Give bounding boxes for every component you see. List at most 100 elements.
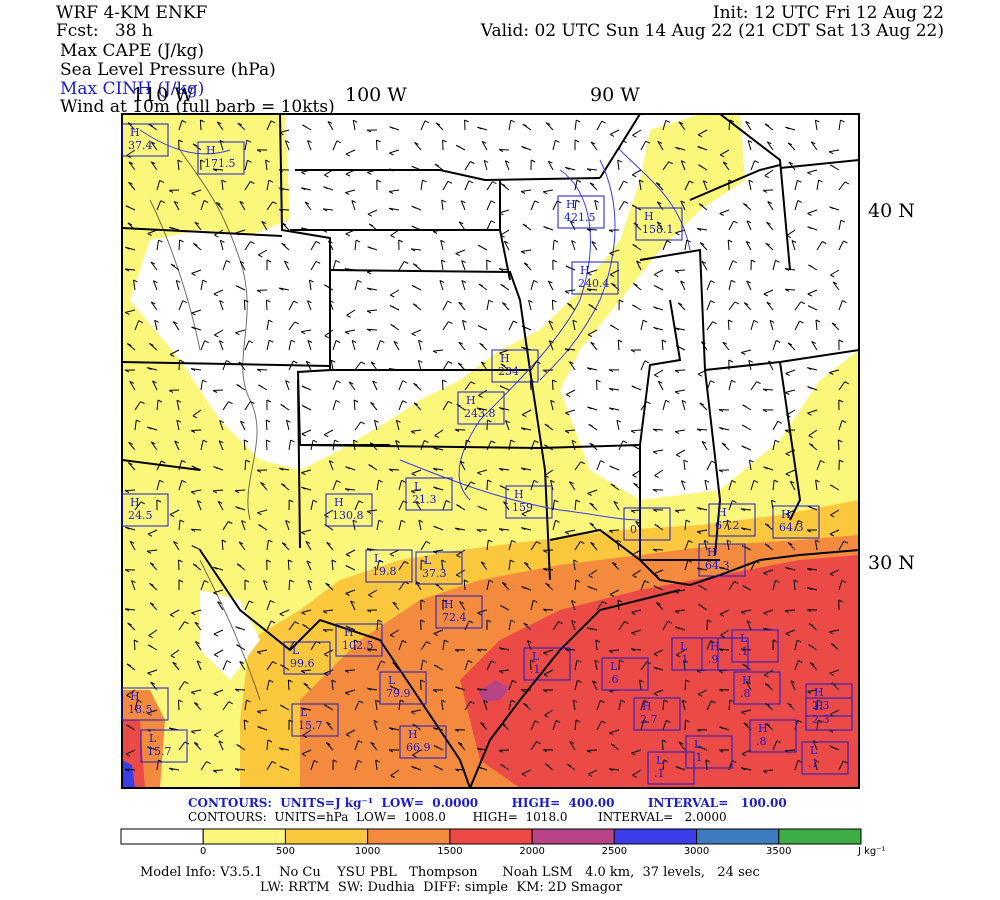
wind-barb bbox=[375, 700, 378, 711]
wind-barb-flag bbox=[152, 380, 157, 384]
wind-barb bbox=[415, 501, 422, 511]
forecast-hour: Fcst: 38 h bbox=[56, 22, 153, 40]
wind-barb bbox=[675, 389, 686, 393]
wind-barb-flag bbox=[247, 159, 252, 163]
wind-barb bbox=[814, 760, 818, 771]
wind-barb-flag bbox=[169, 614, 175, 618]
wind-barb-flag bbox=[807, 367, 812, 371]
wind-barb-flag bbox=[324, 704, 329, 708]
wind-barb-flag bbox=[654, 523, 659, 527]
wind-barb-flag bbox=[378, 519, 384, 523]
pressure-center-type: H bbox=[206, 144, 216, 157]
wind-barb-flag bbox=[674, 391, 680, 395]
wind-barb-flag bbox=[549, 340, 554, 344]
wind-barb bbox=[486, 181, 493, 191]
wind-barb-flag bbox=[260, 481, 265, 485]
wind-barb-flag bbox=[184, 681, 189, 685]
wind-barb bbox=[200, 280, 204, 291]
wind-barb-flag bbox=[334, 439, 339, 443]
wind-barb bbox=[351, 340, 356, 351]
wind-barb-flag bbox=[681, 399, 687, 403]
pressure-center-value: 24.5 bbox=[128, 509, 153, 522]
wind-barb-flag bbox=[159, 479, 164, 483]
wind-barb bbox=[574, 680, 578, 691]
wind-barb bbox=[266, 120, 272, 131]
wind-barb-flag bbox=[536, 741, 541, 745]
colorbar-tick-label: 2000 bbox=[519, 846, 545, 857]
wind-barb bbox=[814, 540, 818, 551]
wind-barb bbox=[212, 389, 224, 391]
wind-barb-flag bbox=[665, 399, 670, 403]
wind-barb-flag bbox=[807, 212, 812, 216]
wind-barb-flag bbox=[335, 340, 341, 343]
wind-barb bbox=[214, 229, 224, 236]
wind-barb-flag bbox=[418, 519, 424, 523]
wind-barb bbox=[728, 301, 736, 311]
wind-barb-flag bbox=[173, 541, 178, 545]
wind-barb bbox=[617, 600, 620, 611]
wind-barb-flag bbox=[678, 121, 684, 125]
wind-barb-flag bbox=[828, 729, 834, 733]
wind-barb-flag bbox=[213, 654, 219, 658]
wind-barb bbox=[222, 260, 227, 271]
wind-barb bbox=[150, 301, 158, 311]
wind-barb bbox=[398, 561, 405, 571]
wind-barb-flag bbox=[478, 283, 484, 287]
wind-barb bbox=[653, 569, 664, 575]
wind-barb-flag bbox=[480, 361, 486, 365]
wind-barb-flag bbox=[797, 719, 802, 723]
wind-barb bbox=[722, 341, 730, 351]
wind-barb-flag bbox=[360, 421, 366, 425]
wind-barb bbox=[609, 249, 620, 254]
wind-barb-flag bbox=[392, 661, 397, 665]
wind-barb-flag bbox=[775, 340, 781, 343]
colorbar-swatch bbox=[531, 828, 615, 845]
wind-barb-flag bbox=[570, 220, 575, 224]
wind-barb bbox=[807, 289, 818, 295]
wind-barb bbox=[594, 200, 598, 211]
colorbar-swatch bbox=[202, 828, 286, 845]
wind-barb bbox=[530, 741, 537, 751]
wind-barb bbox=[653, 689, 664, 695]
wind-barb bbox=[772, 260, 776, 271]
wind-barb-flag bbox=[807, 226, 812, 230]
wind-barb-flag bbox=[589, 502, 594, 506]
wind-barb-flag bbox=[775, 579, 780, 583]
wind-barb-flag bbox=[192, 415, 198, 419]
wind-barb bbox=[345, 488, 356, 491]
wind-barb-flag bbox=[351, 339, 357, 343]
wind-barb-flag bbox=[830, 274, 835, 278]
wind-barb-flag bbox=[212, 390, 218, 393]
wind-barb-flag bbox=[608, 530, 614, 534]
valid-time: Valid: 02 UTC Sun 14 Aug 22 (21 CDT Sat … bbox=[480, 21, 944, 41]
wind-barb-flag bbox=[569, 740, 575, 744]
wind-barb bbox=[390, 289, 400, 296]
wind-barb-flag bbox=[422, 179, 427, 183]
wind-barb-flag bbox=[741, 584, 747, 588]
wind-barb-flag bbox=[221, 539, 227, 543]
wind-barb-flag bbox=[767, 201, 772, 204]
wind-barb-flag bbox=[258, 254, 263, 258]
wind-barb-flag bbox=[765, 722, 770, 726]
wind-barb bbox=[499, 669, 510, 672]
wind-barb-flag bbox=[301, 486, 306, 490]
wind-barb-flag bbox=[300, 707, 306, 711]
wind-barb-flag bbox=[746, 620, 752, 624]
wind-barb-flag bbox=[256, 289, 262, 293]
cinh-contours bbox=[139, 129, 691, 521]
wind-barb bbox=[398, 581, 406, 591]
wind-barb bbox=[530, 541, 537, 551]
wind-barb bbox=[325, 742, 334, 751]
wind-barb-flag bbox=[498, 749, 504, 753]
wind-barb-flag bbox=[663, 759, 669, 763]
wind-barb bbox=[420, 440, 425, 451]
wind-barb-flag bbox=[510, 619, 516, 623]
wind-barb-flag bbox=[402, 500, 408, 504]
wind-barb-flag bbox=[550, 479, 555, 483]
pressure-center: H64.3 bbox=[698, 543, 746, 577]
wind-barb-flag bbox=[401, 519, 406, 523]
wind-barb bbox=[784, 288, 796, 291]
wind-barb bbox=[464, 180, 470, 191]
